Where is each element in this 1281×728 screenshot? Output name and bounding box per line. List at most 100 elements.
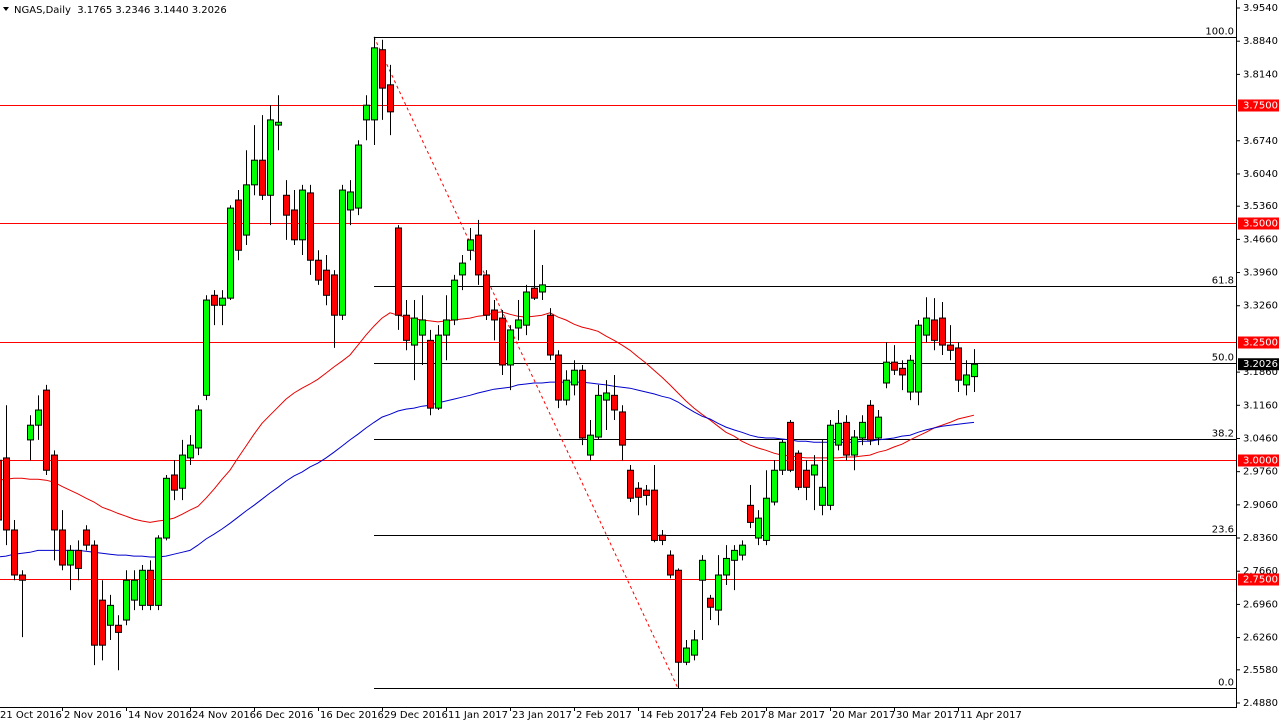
candle-body <box>131 579 138 601</box>
candle-body <box>387 84 394 113</box>
x-tick-label: 2 Nov 2016 <box>64 710 122 721</box>
candle-body <box>611 394 618 411</box>
candle-body <box>363 104 370 121</box>
candle-body <box>179 454 186 489</box>
candle-body <box>443 319 450 336</box>
candle-body <box>851 436 858 456</box>
candle-body <box>27 424 34 441</box>
candle-body <box>203 299 210 396</box>
candle-body <box>227 207 234 299</box>
candle-body <box>891 361 898 371</box>
candle-body <box>715 574 722 611</box>
candle-body <box>907 359 914 393</box>
candle-body <box>115 624 122 633</box>
candle-body <box>659 534 666 541</box>
candle-body <box>955 347 962 381</box>
y-tick-label: 3.8840 <box>1243 36 1278 47</box>
y-tick-label: 3.4660 <box>1243 234 1278 245</box>
candle-body <box>435 334 442 409</box>
x-tick-label: 8 Mar 2017 <box>768 710 825 721</box>
y-tick-label: 2.6260 <box>1243 633 1278 644</box>
candle-body <box>675 569 682 663</box>
y-tick-label: 2.9760 <box>1243 467 1278 478</box>
candle-body <box>587 434 594 456</box>
candle-body <box>395 227 402 316</box>
candle-body <box>475 234 482 276</box>
x-tick-label: 30 Mar 2017 <box>896 710 959 721</box>
candle-body <box>491 309 498 321</box>
candle-body <box>667 554 674 576</box>
candle-body <box>731 549 738 561</box>
candle-body <box>515 319 522 329</box>
price-tag-label: 3.2026 <box>1243 359 1278 370</box>
candle-body <box>67 549 74 566</box>
y-tick-label: 2.9060 <box>1243 500 1278 511</box>
candle-body <box>147 569 154 606</box>
candle-body <box>275 121 282 126</box>
level-tag <box>1238 99 1279 112</box>
candle-body <box>355 144 362 209</box>
candle-body <box>379 49 386 89</box>
candle-body <box>811 464 818 476</box>
candle-body <box>739 544 746 556</box>
candle-body <box>403 314 410 341</box>
candle-body <box>803 469 810 488</box>
menu-arrow[interactable] <box>3 7 9 11</box>
candle-body <box>499 317 506 366</box>
candle-body <box>531 287 538 299</box>
candle-body <box>107 604 114 626</box>
candle-body <box>19 574 26 581</box>
candle-body <box>411 317 418 346</box>
candle-body <box>59 529 66 566</box>
level-label: 3.5000 <box>1243 219 1278 230</box>
candle-body <box>211 294 218 306</box>
candle-body <box>947 344 954 351</box>
y-tick-label: 3.0460 <box>1243 433 1278 444</box>
y-tick-label: 3.9540 <box>1243 3 1278 14</box>
x-tick-label: 2 Feb 2017 <box>576 710 632 721</box>
candle-body <box>963 374 970 386</box>
candle-body <box>3 457 10 531</box>
candle-body <box>483 274 490 316</box>
candle-body <box>523 291 530 326</box>
candle-body <box>155 537 162 606</box>
y-tick-label: 3.6040 <box>1243 169 1278 180</box>
x-tick-label: 11 Apr 2017 <box>960 710 1022 721</box>
x-tick-label: 6 Dec 2016 <box>256 710 314 721</box>
fib-label: 23.6 <box>1212 525 1234 536</box>
x-tick-label: 24 Nov 2016 <box>192 710 256 721</box>
candle-body <box>875 416 882 439</box>
candle-body <box>91 544 98 646</box>
y-tick-label: 3.1160 <box>1243 400 1278 411</box>
fib-label: 61.8 <box>1212 276 1234 287</box>
candle-body <box>651 489 658 541</box>
x-tick-label: 20 Mar 2017 <box>832 710 895 721</box>
candle-body <box>139 569 146 606</box>
y-tick-label: 2.4880 <box>1243 698 1278 709</box>
x-tick-label: 29 Dec 2016 <box>384 710 448 721</box>
fib-label: 38.2 <box>1212 429 1234 440</box>
candle-body <box>419 319 426 336</box>
candle-body <box>299 189 306 241</box>
candle-body <box>459 262 466 276</box>
candle-body <box>75 549 82 569</box>
candle-body <box>251 159 258 186</box>
x-tick-label: 11 Jan 2017 <box>448 710 508 721</box>
x-tick-label: 16 Dec 2016 <box>320 710 384 721</box>
candle-body <box>259 159 266 196</box>
y-tick-label: 3.6740 <box>1243 136 1278 147</box>
candle-body <box>899 367 906 376</box>
candle-body <box>371 47 378 121</box>
level-label: 3.7500 <box>1243 101 1278 112</box>
level-tag <box>1238 336 1279 349</box>
candle-body <box>451 279 458 321</box>
candle-body <box>635 487 642 498</box>
candle-body <box>307 192 314 261</box>
candle-body <box>627 469 634 499</box>
price-tag <box>1238 358 1279 371</box>
candle-body <box>971 363 978 378</box>
candle-body <box>555 354 562 401</box>
y-tick-label: 2.5580 <box>1243 665 1278 676</box>
fib-label: 50.0 <box>1212 353 1234 364</box>
